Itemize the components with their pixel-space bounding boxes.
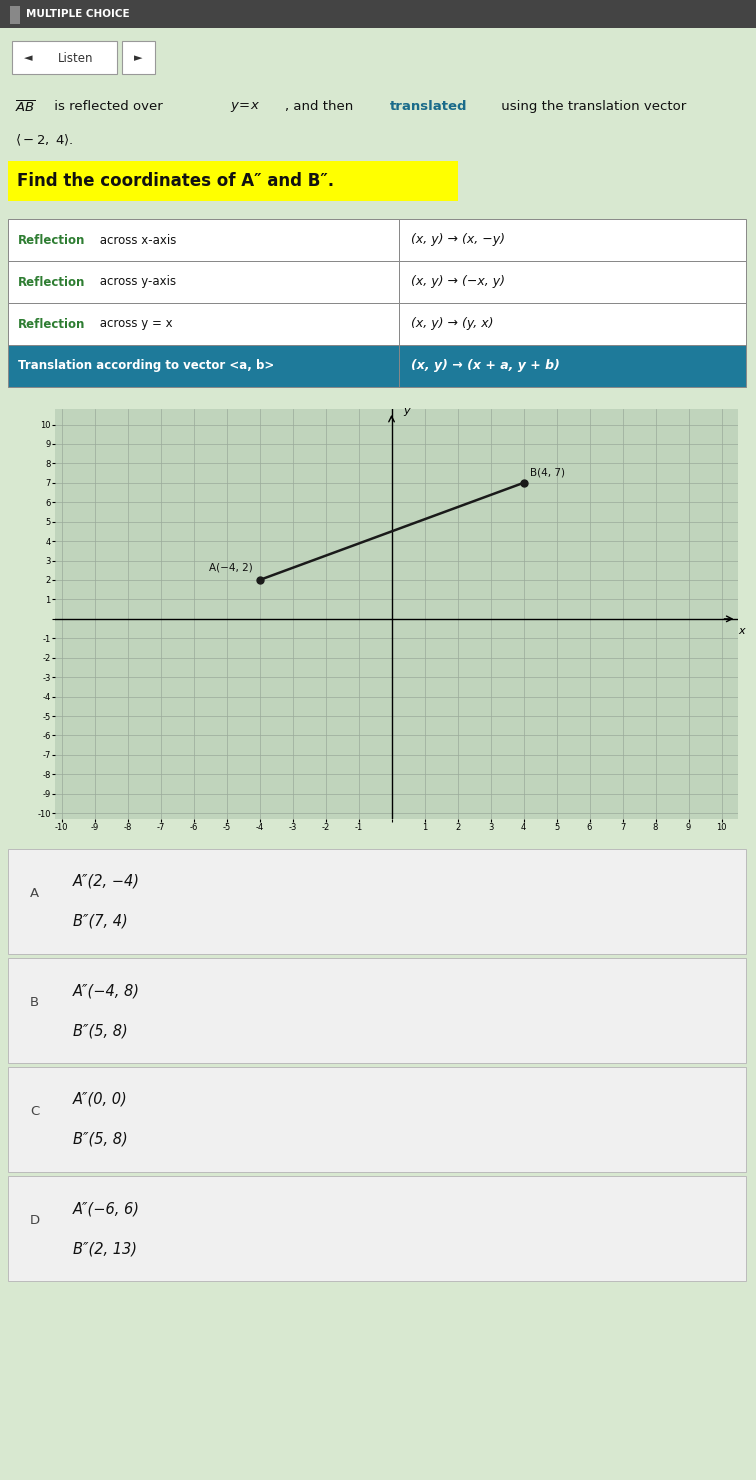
Text: across x-axis: across x-axis (96, 234, 176, 247)
Text: Translation according to vector <a, b>: Translation according to vector <a, b> (18, 360, 274, 373)
Text: Reflection: Reflection (18, 318, 85, 330)
Text: across y-axis: across y-axis (96, 275, 176, 289)
Text: (x, y) → (x, −y): (x, y) → (x, −y) (411, 234, 505, 247)
Bar (122, 41, 155, 74)
Text: A″(−6, 6): A″(−6, 6) (73, 1200, 140, 1217)
Text: B″(7, 4): B″(7, 4) (73, 915, 128, 929)
Text: translated: translated (390, 101, 467, 112)
Text: $\langle -2,\;4\rangle.$: $\langle -2,\;4\rangle.$ (15, 133, 73, 148)
Text: is reflected over: is reflected over (50, 101, 167, 112)
Text: Reflection: Reflection (18, 275, 85, 289)
Text: , and then: , and then (285, 101, 358, 112)
Text: Reflection: Reflection (18, 234, 85, 247)
Text: (x, y) → (−x, y): (x, y) → (−x, y) (411, 275, 505, 289)
Text: ►: ► (135, 53, 143, 64)
Text: A: A (30, 887, 39, 900)
Text: C: C (30, 1106, 39, 1117)
Bar (8, 850, 746, 955)
Text: $y\!=\!x$: $y\!=\!x$ (230, 101, 260, 114)
Text: Find the coordinates of A″ and B″.: Find the coordinates of A″ and B″. (17, 172, 334, 189)
Text: (x, y) → (x + a, y + b): (x, y) → (x + a, y + b) (411, 360, 560, 373)
Bar (8, 260, 399, 303)
Text: B: B (30, 996, 39, 1009)
Text: B″(5, 8): B″(5, 8) (73, 1023, 128, 1037)
Bar (399, 260, 746, 303)
Text: Listen: Listen (58, 52, 94, 65)
Bar (8, 161, 458, 201)
Text: using the translation vector: using the translation vector (497, 101, 686, 112)
Text: B″(5, 8): B″(5, 8) (73, 1132, 128, 1147)
Text: across y = x: across y = x (96, 318, 172, 330)
Bar (8, 303, 399, 345)
Text: (x, y) → (y, x): (x, y) → (y, x) (411, 318, 494, 330)
Bar (8, 345, 399, 386)
Text: A″(0, 0): A″(0, 0) (73, 1092, 128, 1107)
Text: D: D (30, 1214, 40, 1227)
Text: A″(2, −4): A″(2, −4) (73, 875, 140, 889)
Bar (8, 958, 746, 1063)
Text: x: x (738, 626, 745, 635)
Bar (8, 1177, 746, 1282)
Text: B(4, 7): B(4, 7) (530, 468, 565, 477)
Bar (399, 303, 746, 345)
Text: ◄: ◄ (23, 53, 33, 64)
Bar (8, 1067, 746, 1172)
Text: A(−4, 2): A(−4, 2) (209, 562, 253, 573)
Text: y: y (403, 406, 410, 416)
Bar (399, 345, 746, 386)
Text: A″(−4, 8): A″(−4, 8) (73, 983, 140, 998)
Text: $\overline{AB}$: $\overline{AB}$ (15, 101, 36, 115)
Bar (8, 219, 399, 260)
Text: MULTIPLE CHOICE: MULTIPLE CHOICE (26, 9, 129, 19)
Bar (12, 41, 117, 74)
Bar (399, 219, 746, 260)
Bar (0, 0, 756, 28)
Text: B″(2, 13): B″(2, 13) (73, 1242, 137, 1257)
Bar (10, 6, 20, 24)
